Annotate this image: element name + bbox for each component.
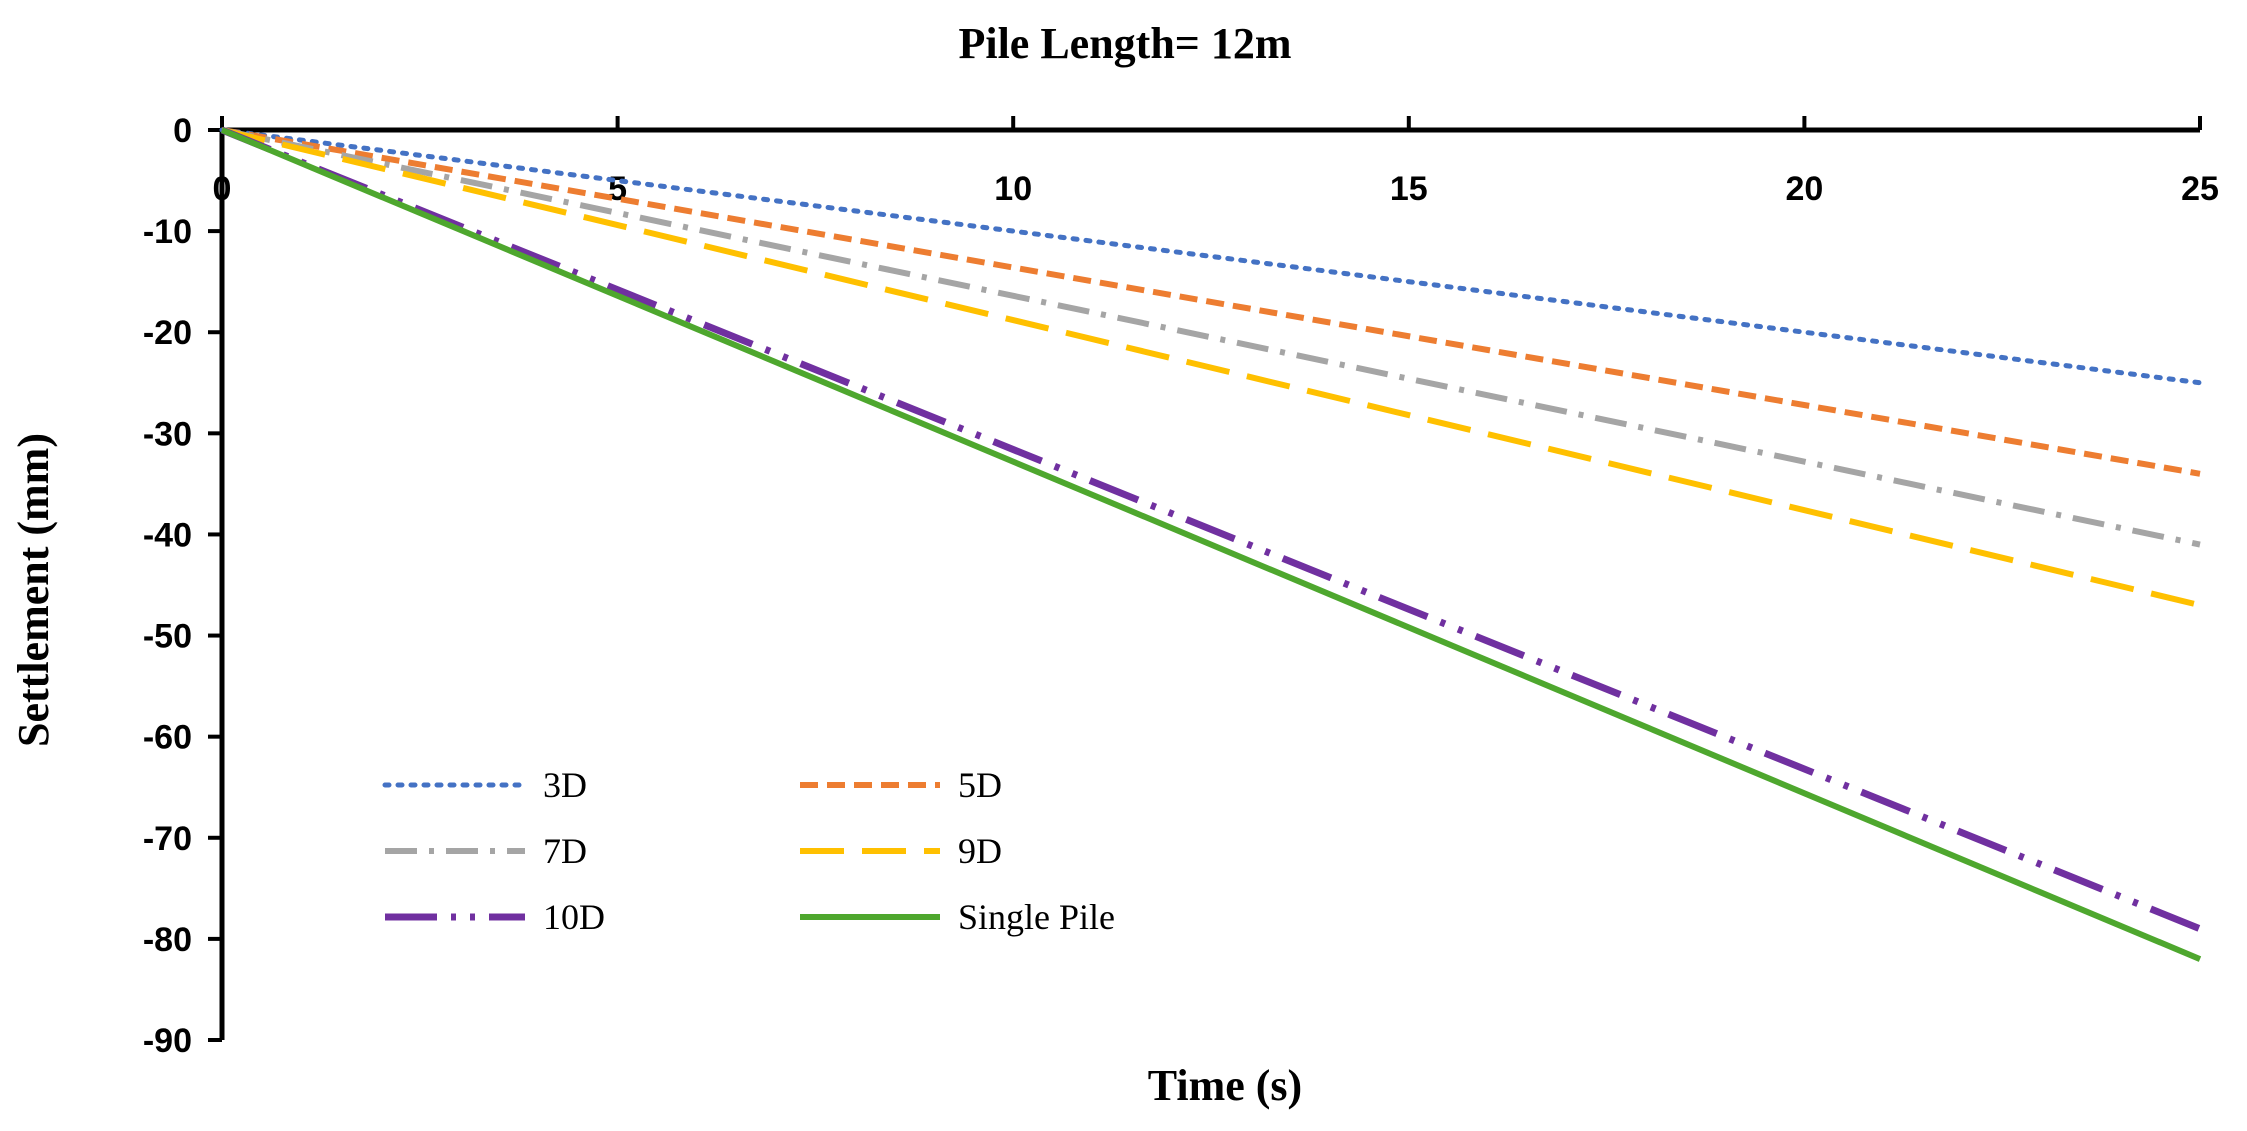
legend-label: 9D [958, 831, 1002, 871]
legend-label: 5D [958, 765, 1002, 805]
y-tick-label: -90 [143, 1022, 192, 1060]
legend-label: 3D [543, 765, 587, 805]
series-line-10d [220, 126, 2202, 933]
series-line-single-pile [220, 127, 2202, 962]
series-line-5d [221, 127, 2201, 477]
series-line-7d [221, 127, 2201, 548]
y-tick-label: -70 [143, 820, 192, 858]
y-tick-label: -80 [143, 921, 192, 959]
x-axis-label: Time (s) [1148, 1061, 1302, 1110]
x-tick-label: 25 [2181, 170, 2219, 208]
y-tick-label: -50 [143, 618, 192, 656]
series-line-3d [219, 127, 2203, 386]
y-tick-label: -10 [143, 213, 192, 251]
y-tick-label: -40 [143, 516, 192, 554]
series-layer [219, 126, 2203, 962]
y-tick-label: -60 [143, 719, 192, 757]
legend-label: 10D [543, 897, 605, 937]
x-tick-label: 15 [1390, 170, 1428, 208]
y-tick-label: -30 [143, 415, 192, 453]
axes: 0-10-20-30-40-50-60-70-80-900 5 10 15 20 25 [143, 112, 2219, 1060]
legend-label: 7D [543, 831, 587, 871]
y-tick-label: -20 [143, 314, 192, 352]
chart-title: Pile Length= 12m [958, 19, 1291, 68]
y-tick-label: 0 [173, 112, 192, 150]
legend-label: Single Pile [958, 897, 1115, 937]
x-tick-label: 20 [1785, 170, 1823, 208]
legend: 3D 5D 7D 9D 10D Single Pile [382, 765, 1115, 937]
y-axis-label: Settlement (mm) [9, 433, 58, 747]
x-tick-label: 10 [994, 170, 1032, 208]
x-tick-label: 0 [213, 170, 232, 208]
series-line-9d [221, 127, 2201, 609]
